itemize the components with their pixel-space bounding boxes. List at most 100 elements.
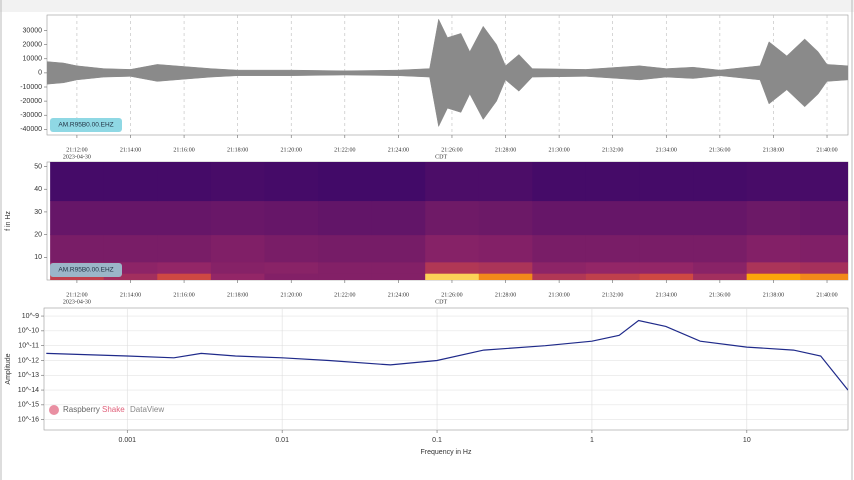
heat-cell — [210, 261, 265, 274]
y-tick-label: 10 — [34, 254, 42, 261]
heat-cell — [425, 162, 480, 202]
x-tick-label: 21:36:00 — [709, 292, 730, 298]
plot-content — [47, 15, 848, 135]
heat-cell — [639, 162, 694, 202]
waveform-panel: 30000 20000 10000 0 -10000 -20000 -30000 -40000… — [20, 14, 849, 160]
heat-cell — [478, 234, 533, 263]
heat-cell — [800, 234, 848, 263]
y-tick-label: 0 — [38, 70, 42, 77]
y-tick-label: 10^-9 — [22, 313, 39, 320]
heat-cell — [157, 261, 212, 274]
x-tick-label: 21:38:00 — [763, 292, 784, 298]
heat-cell — [425, 234, 480, 263]
heat-cell — [800, 162, 848, 202]
y-tick-label: 10^-12 — [18, 357, 39, 364]
heat-cell — [693, 162, 748, 202]
y-tick-label: -10000 — [20, 84, 42, 91]
x-tick-label: 21:38:00 — [763, 147, 784, 153]
heat-cell — [210, 273, 265, 280]
y-tick-label: -40000 — [20, 126, 42, 133]
x-tick-label: 21:34:00 — [656, 292, 677, 298]
y-tick-label: 20 — [34, 231, 42, 238]
heat-cell — [585, 162, 640, 202]
heat-cell — [639, 200, 694, 236]
heat-cell — [103, 261, 158, 274]
heat-cell — [210, 200, 265, 236]
heat-cell — [103, 162, 158, 202]
x-tick-label: 21:12:00 — [66, 147, 87, 153]
y-tick-label: 10^-13 — [18, 372, 39, 379]
heat-cell — [157, 273, 212, 280]
timezone-label: CDT — [435, 154, 447, 160]
x-tick-label: 21:22:00 — [334, 292, 355, 298]
station-badge — [50, 263, 122, 277]
y-tick-label: -20000 — [20, 98, 42, 105]
heat-cell — [800, 261, 848, 274]
heat-cell — [800, 200, 848, 236]
heat-cell — [693, 273, 748, 280]
timezone-label: CDT — [435, 299, 447, 305]
heat-cell — [585, 261, 640, 274]
x-tick-label: 21:40:00 — [816, 292, 837, 298]
heat-cell — [318, 162, 373, 202]
heat-cell — [693, 261, 748, 274]
x-tick-label: 21:40:00 — [816, 147, 837, 153]
heat-cell — [478, 261, 533, 274]
spectrum-line — [46, 319, 848, 391]
heat-cell — [50, 162, 105, 202]
heat-cell — [532, 162, 587, 202]
heat-cell — [585, 200, 640, 236]
heat-cell — [318, 261, 373, 274]
x-tick-label: 0.01 — [275, 437, 289, 444]
x-tick-label: 21:32:00 — [602, 292, 623, 298]
heat-cell — [264, 200, 319, 236]
heat-cell — [532, 234, 587, 263]
heat-cell — [639, 261, 694, 274]
heat-cell — [585, 234, 640, 263]
heat-cell — [478, 200, 533, 236]
heat-cell — [693, 200, 748, 236]
x-tick-label: 21:30:00 — [548, 292, 569, 298]
x-tick-label: 21:14:00 — [120, 147, 141, 153]
y-tick-label: 50 — [34, 163, 42, 170]
heat-cell — [103, 234, 158, 263]
x-tick-label: 21:16:00 — [173, 147, 194, 153]
heat-cell — [532, 273, 587, 280]
heat-cell — [746, 162, 801, 202]
spectrum-panel: 10^-9 10^-10 10^-11 10^-12 10^-13 10^-14 10^-1… — [5, 307, 849, 456]
y-axis-title: Amplitude — [5, 353, 12, 384]
heat-cell — [425, 273, 480, 280]
heat-cell — [746, 234, 801, 263]
heat-cell — [371, 273, 426, 280]
x-tick-label: 21:24:00 — [388, 147, 409, 153]
x-tick-label: 21:18:00 — [227, 292, 248, 298]
brand-product: DataView — [130, 405, 164, 414]
y-tick-label: 10000 — [23, 56, 43, 63]
x-tick-label: 21:32:00 — [602, 147, 623, 153]
x-tick-label: 21:14:00 — [120, 292, 141, 298]
heat-cell — [371, 162, 426, 202]
heat-cell — [264, 234, 319, 263]
x-tick-label: 0.001 — [119, 437, 137, 444]
x-tick-label: 21:30:00 — [548, 147, 569, 153]
heat-cell — [264, 162, 319, 202]
y-tick-label: -30000 — [20, 112, 42, 119]
y-tick-label: 10^-16 — [18, 416, 39, 423]
y-tick-label: 40 — [34, 186, 42, 193]
heat-cell — [371, 200, 426, 236]
heat-cell — [746, 261, 801, 274]
x-tick-label: 21:28:00 — [495, 292, 516, 298]
heat-cell — [639, 273, 694, 280]
y-tick-label: 30000 — [23, 27, 43, 34]
plot-content — [50, 162, 848, 280]
y-tick-label: 10^-10 — [18, 328, 39, 335]
x-tick-label: 21:24:00 — [388, 292, 409, 298]
brand-logo — [49, 405, 59, 415]
date-label: 2023-04-30 — [63, 299, 91, 305]
heat-cell — [425, 261, 480, 274]
waveform — [47, 18, 848, 128]
x-tick-label: 21:28:00 — [495, 147, 516, 153]
heat-cell — [264, 273, 319, 280]
y-tick-label: 10^-14 — [18, 387, 39, 394]
y-tick-label: 20000 — [23, 41, 43, 48]
